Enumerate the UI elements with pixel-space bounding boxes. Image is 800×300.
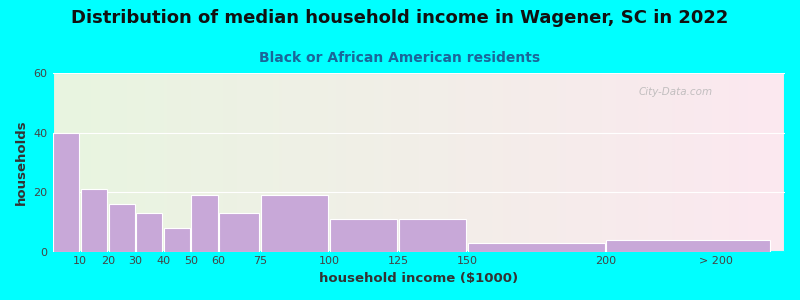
Bar	[261, 195, 328, 252]
Bar	[81, 189, 107, 252]
Bar	[136, 213, 162, 252]
Text: Distribution of median household income in Wagener, SC in 2022: Distribution of median household income …	[71, 9, 729, 27]
Bar	[109, 204, 134, 252]
Text: City-Data.com: City-Data.com	[638, 87, 713, 97]
Bar	[330, 219, 398, 252]
X-axis label: household income ($1000): household income ($1000)	[319, 272, 518, 285]
Bar	[468, 243, 605, 252]
Bar	[606, 240, 770, 252]
Bar	[54, 133, 79, 252]
Y-axis label: households: households	[15, 119, 28, 205]
Bar	[191, 195, 218, 252]
Text: Black or African American residents: Black or African American residents	[259, 51, 541, 65]
Bar	[398, 219, 466, 252]
Bar	[219, 213, 259, 252]
Bar	[164, 228, 190, 252]
